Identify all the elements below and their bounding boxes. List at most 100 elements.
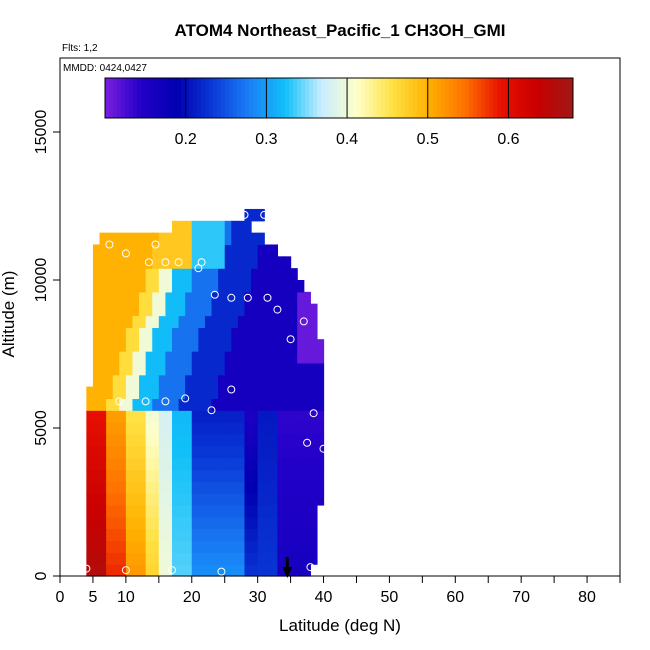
heatmap-cell xyxy=(224,244,232,257)
heatmap-cell xyxy=(191,516,199,530)
heatmap-cell xyxy=(270,552,279,565)
heatmap-cell xyxy=(316,422,325,435)
heatmap-cell xyxy=(198,410,206,423)
data-point xyxy=(243,293,252,302)
heatmap-cell xyxy=(191,552,199,565)
heatmap-cell xyxy=(185,351,193,364)
colorbar-swatch xyxy=(569,78,574,118)
heatmap-cell xyxy=(198,327,206,340)
heatmap-cell xyxy=(106,386,114,399)
data-point xyxy=(319,444,328,453)
heatmap-cell xyxy=(92,564,101,577)
heatmap-cell xyxy=(218,445,226,459)
heatmap-cell xyxy=(145,422,153,435)
heatmap-cell xyxy=(204,516,213,530)
heatmap-cell xyxy=(112,528,120,542)
heatmap-cell xyxy=(257,280,265,293)
heatmap-cell xyxy=(231,398,239,411)
heatmap-cell xyxy=(191,493,199,506)
heatmap-cell xyxy=(132,504,140,518)
heatmap-cell xyxy=(231,540,239,553)
heatmap-cell xyxy=(99,280,107,293)
heatmap-cell xyxy=(158,552,167,565)
heatmap-cell xyxy=(204,362,213,376)
heatmap-cell xyxy=(92,457,101,471)
colorbar-swatch xyxy=(333,78,338,118)
data-point xyxy=(303,438,312,447)
heatmap-cell xyxy=(178,469,186,482)
heatmap-cell xyxy=(191,327,199,340)
heatmap-cell xyxy=(172,457,180,471)
heatmap-cell xyxy=(257,268,265,281)
colorbar-swatch xyxy=(505,78,510,118)
heatmap-cell xyxy=(297,422,305,435)
heatmap-cell xyxy=(211,564,219,577)
x-tick-label: 20 xyxy=(183,589,201,606)
heatmap-cell xyxy=(218,422,226,435)
colorbar-swatch xyxy=(549,78,554,118)
heatmap-cell xyxy=(139,280,147,293)
heatmap-cell xyxy=(165,516,173,530)
heatmap-cell xyxy=(198,457,206,471)
heatmap-cell xyxy=(257,564,265,577)
heatmap-cell xyxy=(297,481,305,494)
heatmap-cell xyxy=(125,469,134,482)
heatmap-cell xyxy=(112,374,120,388)
heatmap-cell xyxy=(218,362,226,376)
heatmap-cell xyxy=(251,481,259,494)
heatmap-cell xyxy=(218,469,226,482)
heatmap-cell xyxy=(284,528,292,542)
heatmap-cell xyxy=(139,528,147,542)
heatmap-cell xyxy=(303,469,311,482)
heatmap-cell xyxy=(92,303,101,317)
heatmap-cell xyxy=(139,232,147,246)
heatmap-cell xyxy=(112,362,120,376)
heatmap-cell xyxy=(264,351,272,364)
heatmap-cell xyxy=(86,504,94,518)
colorbar-swatch xyxy=(165,78,170,118)
heatmap-cell xyxy=(290,564,298,577)
heatmap-cell xyxy=(139,303,147,317)
data-point xyxy=(115,397,124,406)
heatmap-cell xyxy=(165,327,173,340)
heatmap-cell xyxy=(310,362,318,376)
heatmap-cell xyxy=(198,398,206,411)
heatmap-cell xyxy=(218,552,226,565)
heatmap-cell xyxy=(237,291,246,305)
heatmap-cell xyxy=(316,339,325,352)
heatmap-cell xyxy=(198,244,206,257)
heatmap-cell xyxy=(178,481,186,494)
heatmap-cell xyxy=(145,339,153,352)
heatmap-cell xyxy=(132,280,140,293)
heatmap-cell xyxy=(218,504,226,518)
heatmap-cell xyxy=(284,374,292,388)
heatmap-cell xyxy=(277,528,285,542)
heatmap-cell xyxy=(290,433,298,447)
heatmap-cell xyxy=(99,244,107,257)
heatmap-cell xyxy=(310,386,318,399)
colorbar-swatch xyxy=(445,78,450,118)
heatmap-cell xyxy=(257,351,265,364)
heatmap-cell xyxy=(244,291,252,305)
heatmap-cell xyxy=(139,386,147,399)
heatmap-cell xyxy=(198,386,206,399)
colorbar-swatch xyxy=(209,78,214,118)
heatmap-cell xyxy=(119,244,127,257)
heatmap-cell xyxy=(277,552,285,565)
heatmap-cell xyxy=(310,374,318,388)
heatmap-cell xyxy=(251,540,259,553)
x-tick-label: 5 xyxy=(88,589,97,606)
colorbar-swatch xyxy=(129,78,134,118)
colorbar-swatch xyxy=(117,78,122,118)
heatmap-cell xyxy=(257,457,265,471)
heatmap-cell xyxy=(264,457,272,471)
heatmap-cell xyxy=(158,291,167,305)
heatmap-cell xyxy=(237,504,246,518)
heatmap-cell xyxy=(145,244,153,257)
heatmap-cell xyxy=(224,268,232,281)
colorbar-swatch xyxy=(261,78,266,118)
heatmap-cell xyxy=(204,398,213,411)
heatmap-cell xyxy=(198,552,206,565)
heatmap-cell xyxy=(106,351,114,364)
heatmap-cell xyxy=(270,410,279,423)
